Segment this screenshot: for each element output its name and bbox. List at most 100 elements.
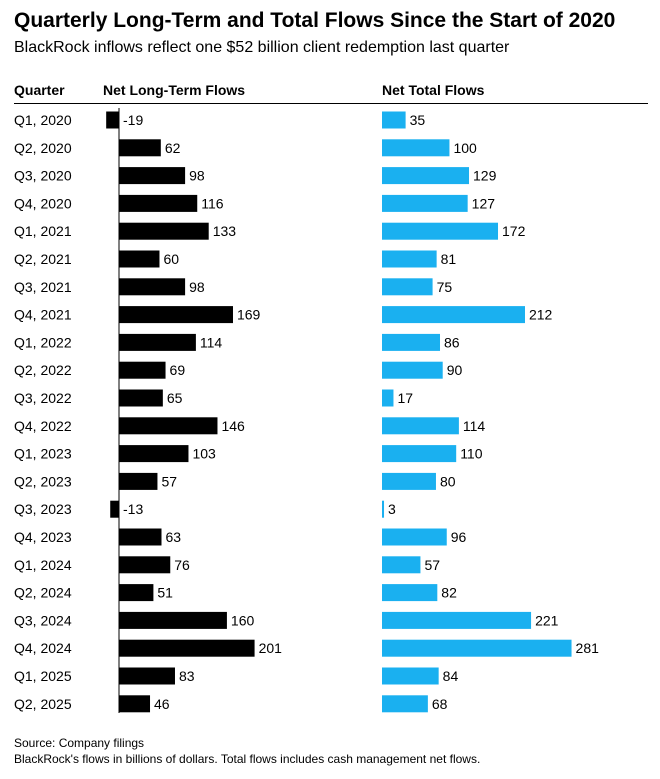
long-term-bar — [119, 584, 154, 602]
total-flows-value-label: 281 — [576, 640, 600, 656]
long-term-bar — [119, 611, 227, 629]
quarter-label: Q2, 2025 — [14, 696, 72, 712]
long-term-bar — [119, 445, 189, 463]
total-flows-value-label: 86 — [444, 334, 460, 350]
total-flows-value-label: 90 — [447, 362, 463, 378]
long-term-bar — [119, 472, 158, 490]
long-term-value-label: 169 — [237, 307, 261, 323]
long-term-bar — [119, 695, 151, 713]
long-term-value-label: 98 — [189, 279, 205, 295]
total-flows-bar — [382, 472, 436, 490]
long-term-value-label: 51 — [157, 585, 173, 601]
quarter-label: Q2, 2022 — [14, 362, 72, 378]
long-term-bar — [119, 528, 162, 546]
total-flows-value-label: 80 — [440, 473, 456, 489]
quarter-label: Q4, 2020 — [14, 195, 72, 211]
total-flows-bar — [382, 139, 450, 157]
total-flows-value-label: 100 — [453, 140, 477, 156]
long-term-bar — [119, 639, 255, 657]
total-flows-bar — [382, 528, 447, 546]
quarter-label: Q2, 2021 — [14, 251, 72, 267]
quarter-label: Q4, 2024 — [14, 640, 72, 656]
long-term-bar — [119, 306, 233, 324]
long-term-value-label: 133 — [213, 223, 237, 239]
total-flows-value-label: 3 — [388, 501, 396, 517]
quarter-label: Q1, 2025 — [14, 668, 72, 684]
long-term-value-label: 57 — [161, 473, 177, 489]
long-term-bar — [119, 361, 166, 379]
total-flows-bar — [382, 278, 433, 296]
quarter-label: Q3, 2020 — [14, 168, 72, 184]
total-flows-value-label: 212 — [529, 307, 553, 323]
quarter-label: Q3, 2024 — [14, 612, 72, 628]
quarter-label: Q1, 2020 — [14, 112, 72, 128]
total-flows-bar — [382, 250, 437, 268]
long-term-value-label: 116 — [201, 195, 224, 211]
long-term-bar — [119, 139, 161, 157]
total-flows-bar — [382, 556, 421, 574]
total-flows-bar — [382, 500, 385, 518]
long-term-bar — [106, 111, 119, 129]
total-flows-value-label: 114 — [463, 418, 486, 434]
total-flows-bar — [382, 361, 443, 379]
total-flows-bar — [382, 695, 428, 713]
column-header-total-flows: Net Total Flows — [382, 82, 485, 98]
long-term-bar — [119, 250, 160, 268]
total-flows-bar — [382, 445, 457, 463]
total-flows-bar — [382, 667, 439, 685]
total-flows-bar — [382, 111, 406, 129]
total-flows-bar — [382, 417, 459, 435]
column-header-long-term-flows: Net Long-Term Flows — [103, 82, 246, 98]
long-term-bar — [119, 278, 186, 296]
long-term-bar — [119, 194, 198, 212]
total-flows-bar — [382, 167, 470, 185]
total-flows-bar — [382, 194, 468, 212]
total-flows-bar — [382, 222, 499, 240]
long-term-value-label: 46 — [154, 696, 170, 712]
total-flows-value-label: 68 — [432, 696, 448, 712]
quarter-label: Q1, 2021 — [14, 223, 72, 239]
source-note: Source: Company filings — [14, 736, 145, 750]
long-term-value-label: 76 — [174, 557, 190, 573]
long-term-value-label: 62 — [165, 140, 181, 156]
long-term-value-label: 160 — [231, 612, 255, 628]
quarter-label: Q1, 2022 — [14, 334, 72, 350]
total-flows-value-label: 84 — [443, 668, 459, 684]
long-term-value-label: 146 — [221, 418, 245, 434]
long-term-bar — [119, 667, 175, 685]
header-rule — [14, 103, 648, 104]
long-term-value-label: -19 — [123, 112, 143, 128]
quarter-label: Q2, 2020 — [14, 140, 72, 156]
column-header-quarter: Quarter — [14, 82, 65, 98]
quarter-label: Q2, 2023 — [14, 473, 72, 489]
quarter-label: Q4, 2022 — [14, 418, 72, 434]
long-term-value-label: 201 — [259, 640, 283, 656]
long-term-bar — [119, 222, 209, 240]
total-flows-value-label: 35 — [410, 112, 426, 128]
long-term-value-label: 60 — [163, 251, 179, 267]
long-term-bar — [119, 333, 196, 351]
quarter-label: Q3, 2022 — [14, 390, 72, 406]
quarter-label: Q3, 2021 — [14, 279, 72, 295]
quarter-label: Q3, 2023 — [14, 501, 72, 517]
long-term-bar — [119, 556, 171, 574]
long-term-value-label: 114 — [200, 334, 223, 350]
total-flows-value-label: 129 — [473, 168, 497, 184]
total-flows-bar — [382, 584, 438, 602]
quarter-label: Q4, 2021 — [14, 307, 72, 323]
long-term-bar — [119, 389, 163, 407]
total-flows-bar — [382, 389, 394, 407]
total-flows-value-label: 172 — [502, 223, 526, 239]
total-flows-value-label: 82 — [441, 585, 457, 601]
long-term-value-label: 103 — [192, 446, 216, 462]
long-term-bar — [119, 167, 186, 185]
quarter-label: Q1, 2024 — [14, 557, 72, 573]
chart-subtitle: BlackRock inflows reflect one $52 billio… — [14, 39, 510, 56]
chart-title: Quarterly Long-Term and Total Flows Sinc… — [14, 9, 616, 32]
long-term-value-label: -13 — [123, 501, 143, 517]
long-term-value-label: 98 — [189, 168, 205, 184]
footnote: BlackRock's flows in billions of dollars… — [14, 752, 481, 766]
total-flows-value-label: 17 — [397, 390, 413, 406]
total-flows-bar — [382, 639, 572, 657]
